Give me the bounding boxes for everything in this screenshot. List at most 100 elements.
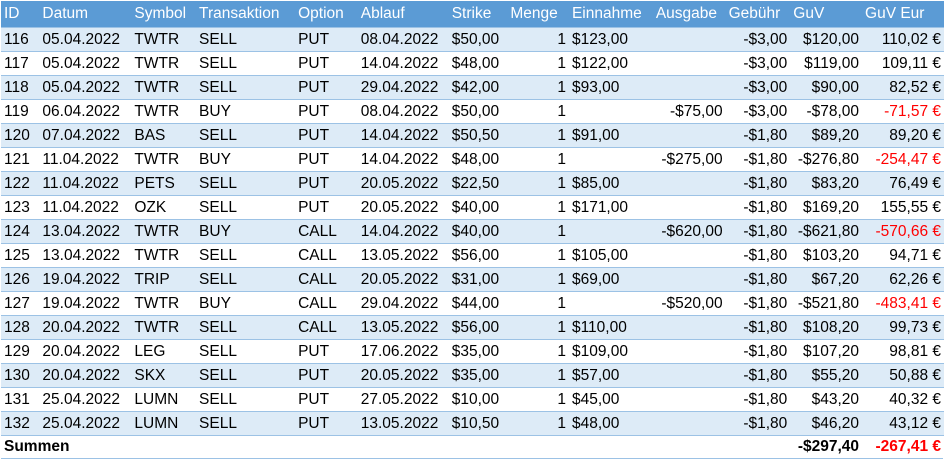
cell-ablauf[interactable]: 29.04.2022 [357, 75, 449, 100]
cell-guv-eur[interactable]: -570,66 € [862, 219, 944, 244]
cell-datum[interactable]: 11.04.2022 [39, 195, 132, 220]
cell-gebuehr[interactable]: -$1,80 [725, 195, 791, 220]
cell-einnahme[interactable] [568, 291, 653, 316]
cell-einnahme[interactable]: $109,00 [568, 339, 653, 364]
cell-strike[interactable]: $10,50 [448, 411, 508, 436]
cell-id[interactable]: 127 [1, 291, 40, 316]
cell-gebuehr[interactable]: -$1,80 [725, 315, 791, 340]
cell-guv[interactable]: $55,20 [790, 363, 863, 388]
cell-strike[interactable]: $42,00 [448, 75, 508, 100]
cell-ablauf[interactable]: 08.04.2022 [357, 27, 449, 52]
cell-ablauf[interactable]: 14.04.2022 [357, 147, 449, 172]
cell-guv[interactable]: $103,20 [790, 243, 863, 268]
cell-transaktion[interactable]: SELL [196, 243, 296, 268]
cell-option[interactable]: PUT [295, 51, 358, 76]
cell-datum[interactable]: 05.04.2022 [39, 27, 132, 52]
cell-transaktion[interactable]: SELL [196, 411, 296, 436]
cell-ausgabe[interactable] [652, 411, 726, 436]
header-symbol[interactable]: Symbol [131, 1, 197, 28]
cell-gebuehr[interactable]: -$1,80 [725, 267, 791, 292]
cell-transaktion[interactable]: SELL [196, 363, 296, 388]
cell-einnahme[interactable]: $85,00 [568, 171, 653, 196]
cell-datum[interactable]: 20.04.2022 [39, 315, 132, 340]
cell-symbol[interactable]: TWTR [131, 147, 197, 172]
cell-guv-eur[interactable]: -254,47 € [862, 147, 944, 172]
cell-strike[interactable]: $44,00 [448, 291, 508, 316]
cell-gebuehr[interactable]: -$1,80 [725, 411, 791, 436]
cell-gebuehr[interactable]: -$1,80 [725, 291, 791, 316]
table-row[interactable]: 120 07.04.2022 BAS SELL PUT 14.04.2022 $50,50 1… [1, 123, 944, 148]
cell-transaktion[interactable]: SELL [196, 315, 296, 340]
cell-menge[interactable]: 1 [507, 75, 569, 100]
cell-menge[interactable]: 1 [507, 219, 569, 244]
cell-guv-eur[interactable]: 155,55 € [862, 195, 944, 220]
table-row[interactable]: 121 11.04.2022 TWTR BUY PUT 14.04.2022 $48,00 1… [1, 147, 944, 172]
cell-symbol[interactable]: TWTR [131, 219, 197, 244]
cell-symbol[interactable]: TWTR [131, 51, 197, 76]
cell-guv[interactable]: $169,20 [790, 195, 863, 220]
cell-guv[interactable]: $107,20 [790, 339, 863, 364]
cell-menge[interactable]: 1 [507, 171, 569, 196]
cell-ausgabe[interactable]: -$620,00 [652, 219, 726, 244]
cell-guv-eur[interactable]: 82,52 € [862, 75, 944, 100]
cell-menge[interactable]: 1 [507, 195, 569, 220]
cell-strike[interactable]: $50,00 [448, 27, 508, 52]
cell-option[interactable]: PUT [295, 339, 358, 364]
cell-ablauf[interactable]: 20.05.2022 [357, 195, 449, 220]
cell-option[interactable]: CALL [295, 267, 358, 292]
cell-guv-eur[interactable]: 89,20 € [862, 123, 944, 148]
cell-ablauf[interactable]: 14.04.2022 [357, 123, 449, 148]
cell-einnahme[interactable]: $93,00 [568, 75, 653, 100]
cell-guv[interactable]: $90,00 [790, 75, 863, 100]
cell-id[interactable]: 121 [1, 147, 40, 172]
header-datum[interactable]: Datum [39, 1, 132, 28]
cell-id[interactable]: 132 [1, 411, 40, 436]
cell-gebuehr[interactable]: -$1,80 [725, 387, 791, 412]
table-row[interactable]: 117 05.04.2022 TWTR SELL PUT 14.04.2022 $48,00… [1, 51, 944, 76]
cell-ausgabe[interactable] [652, 243, 726, 268]
cell-transaktion[interactable]: SELL [196, 267, 296, 292]
cell-einnahme[interactable] [568, 147, 653, 172]
cell-ausgabe[interactable]: -$75,00 [652, 99, 726, 124]
cell-menge[interactable]: 1 [507, 51, 569, 76]
cell-symbol[interactable]: PETS [131, 171, 197, 196]
cell-id[interactable]: 118 [1, 75, 40, 100]
cell-option[interactable]: PUT [295, 363, 358, 388]
cell-datum[interactable]: 19.04.2022 [39, 291, 132, 316]
cell-einnahme[interactable]: $122,00 [568, 51, 653, 76]
cell-option[interactable]: PUT [295, 411, 358, 436]
cell-ausgabe[interactable] [652, 387, 726, 412]
cell-gebuehr[interactable]: -$1,80 [725, 171, 791, 196]
cell-strike[interactable]: $10,00 [448, 387, 508, 412]
table-row[interactable]: 132 25.04.2022 LUMN SELL PUT 13.05.2022 $10,50… [1, 411, 944, 436]
cell-option[interactable]: CALL [295, 243, 358, 268]
cell-strike[interactable]: $56,00 [448, 315, 508, 340]
cell-guv[interactable]: $120,00 [790, 27, 863, 52]
cell-transaktion[interactable]: SELL [196, 123, 296, 148]
cell-transaktion[interactable]: SELL [196, 339, 296, 364]
table-row[interactable]: 123 11.04.2022 OZK SELL PUT 20.05.2022 $40,00 1… [1, 195, 944, 220]
cell-gebuehr[interactable]: -$1,80 [725, 339, 791, 364]
cell-datum[interactable]: 13.04.2022 [39, 243, 132, 268]
cell-menge[interactable]: 1 [507, 27, 569, 52]
cell-ausgabe[interactable] [652, 315, 726, 340]
cell-datum[interactable]: 11.04.2022 [39, 147, 132, 172]
cell-menge[interactable]: 1 [507, 123, 569, 148]
cell-guv-eur[interactable]: 50,88 € [862, 363, 944, 388]
cell-strike[interactable]: $48,00 [448, 51, 508, 76]
cell-menge[interactable]: 1 [507, 315, 569, 340]
cell-einnahme[interactable]: $48,00 [568, 411, 653, 436]
cell-ablauf[interactable]: 13.05.2022 [357, 243, 449, 268]
cell-ablauf[interactable]: 29.04.2022 [357, 291, 449, 316]
cell-datum[interactable]: 20.04.2022 [39, 363, 132, 388]
cell-ausgabe[interactable]: -$275,00 [652, 147, 726, 172]
cell-strike[interactable]: $40,00 [448, 195, 508, 220]
cell-gebuehr[interactable]: -$1,80 [725, 219, 791, 244]
cell-menge[interactable]: 1 [507, 267, 569, 292]
cell-transaktion[interactable]: SELL [196, 75, 296, 100]
cell-strike[interactable]: $50,50 [448, 123, 508, 148]
cell-option[interactable]: PUT [295, 147, 358, 172]
header-menge[interactable]: Menge [507, 1, 569, 28]
cell-strike[interactable]: $40,00 [448, 219, 508, 244]
header-option[interactable]: Option [295, 1, 358, 28]
